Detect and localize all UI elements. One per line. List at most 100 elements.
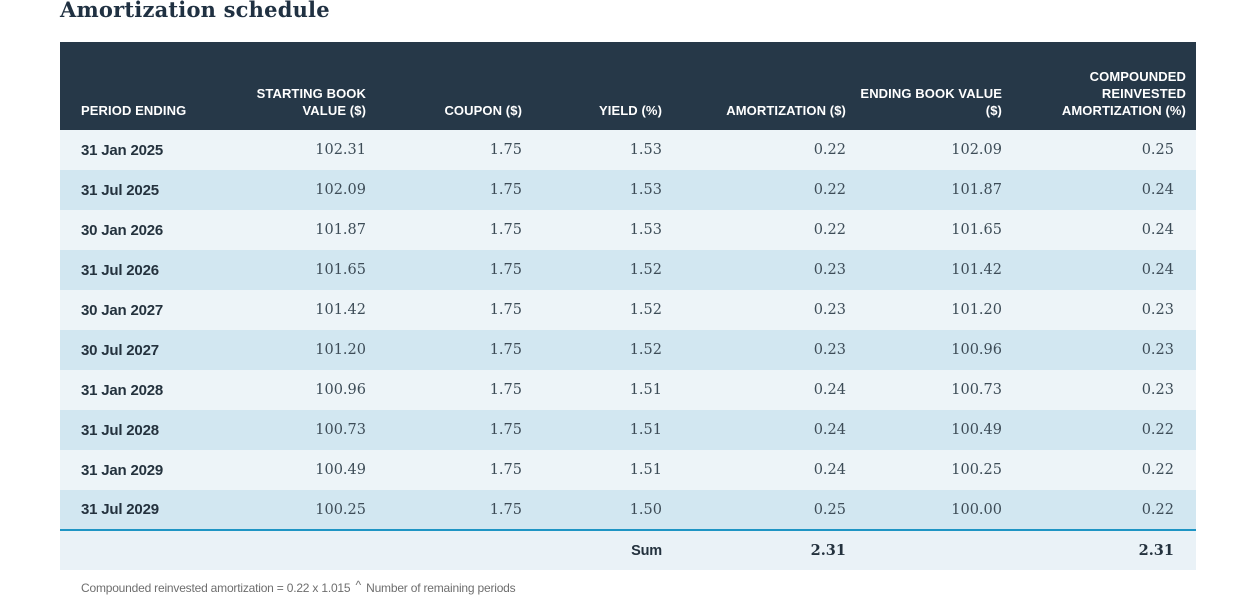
col-header-amortization: AMORTIZATION ($) (672, 42, 856, 130)
value-cell: 1.53 (532, 130, 672, 170)
value-cell: 0.24 (672, 410, 856, 450)
value-cell: 0.25 (1012, 130, 1196, 170)
value-cell: 0.23 (1012, 290, 1196, 330)
table-row: 31 Jul 2025 102.09 1.75 1.53 0.22 101.87 0.24 (60, 170, 1196, 210)
value-cell: 100.73 (856, 370, 1012, 410)
amortization-table-container: PERIOD ENDING STARTING BOOK VALUE ($) CO… (60, 42, 1196, 595)
col-header-ending-book-value: ENDING BOOK VALUE ($) (856, 42, 1012, 130)
period-ending-cell: 31 Jul 2028 (60, 410, 250, 450)
footnote: Compounded reinvested amortization = 0.2… (60, 578, 1196, 595)
table-row: 31 Jan 2028 100.96 1.75 1.51 0.24 100.73 0.23 (60, 370, 1196, 410)
period-ending-cell: 31 Jul 2029 (60, 490, 250, 531)
value-cell: 1.52 (532, 330, 672, 370)
value-cell: 101.65 (856, 210, 1012, 250)
value-cell: 1.51 (532, 410, 672, 450)
value-cell: 1.75 (376, 130, 532, 170)
period-ending-cell: 31 Jan 2029 (60, 450, 250, 490)
sum-compounded-total: 2.31 (1012, 530, 1196, 570)
table-row: 30 Jan 2026 101.87 1.75 1.53 0.22 101.65 0.24 (60, 210, 1196, 250)
col-header-period-ending: PERIOD ENDING (60, 42, 250, 130)
value-cell: 101.20 (250, 330, 376, 370)
col-header-coupon: COUPON ($) (376, 42, 532, 130)
value-cell: 1.52 (532, 250, 672, 290)
value-cell: 0.22 (1012, 490, 1196, 531)
value-cell: 1.75 (376, 250, 532, 290)
value-cell: 0.25 (672, 490, 856, 531)
value-cell: 100.00 (856, 490, 1012, 531)
value-cell: 1.75 (376, 450, 532, 490)
table-row: 30 Jul 2027 101.20 1.75 1.52 0.23 100.96 0.23 (60, 330, 1196, 370)
value-cell: 0.23 (672, 250, 856, 290)
period-ending-cell: 30 Jul 2027 (60, 330, 250, 370)
value-cell: 0.22 (672, 170, 856, 210)
value-cell: 1.75 (376, 290, 532, 330)
value-cell: 0.24 (672, 370, 856, 410)
period-ending-cell: 31 Jan 2025 (60, 130, 250, 170)
table-sum-row: Sum 2.31 2.31 (60, 530, 1196, 570)
value-cell: 100.25 (250, 490, 376, 531)
value-cell: 101.65 (250, 250, 376, 290)
value-cell: 1.51 (532, 450, 672, 490)
value-cell: 100.73 (250, 410, 376, 450)
table-header: PERIOD ENDING STARTING BOOK VALUE ($) CO… (60, 42, 1196, 130)
col-header-compounded-reinvested-amortization: COMPOUNDED REINVESTED AMORTIZATION (%) (1012, 42, 1196, 130)
table-body: 31 Jan 2025 102.31 1.75 1.53 0.22 102.09 0.25 3… (60, 130, 1196, 531)
value-cell: 0.23 (1012, 330, 1196, 370)
period-ending-cell: 30 Jan 2027 (60, 290, 250, 330)
value-cell: 0.23 (672, 290, 856, 330)
footnote-formula: Compounded reinvested amortization = 0.2… (81, 581, 351, 595)
sum-amortization-total: 2.31 (672, 530, 856, 570)
table-row: 31 Jul 2028 100.73 1.75 1.51 0.24 100.49 0.22 (60, 410, 1196, 450)
table-row: 31 Jul 2029 100.25 1.75 1.50 0.25 100.00 0.22 (60, 490, 1196, 531)
value-cell: 102.09 (856, 130, 1012, 170)
value-cell: 0.22 (1012, 410, 1196, 450)
value-cell: 0.22 (672, 210, 856, 250)
value-cell: 101.87 (856, 170, 1012, 210)
sum-empty-cell (60, 530, 250, 570)
period-ending-cell: 31 Jul 2025 (60, 170, 250, 210)
col-header-yield: YIELD (%) (532, 42, 672, 130)
sum-label: Sum (532, 530, 672, 570)
footnote-exponent-label: Number of remaining periods (366, 581, 516, 595)
value-cell: 101.42 (856, 250, 1012, 290)
value-cell: 1.50 (532, 490, 672, 531)
value-cell: 0.24 (1012, 170, 1196, 210)
value-cell: 102.31 (250, 130, 376, 170)
value-cell: 1.75 (376, 170, 532, 210)
sum-empty-cell (250, 530, 376, 570)
value-cell: 1.52 (532, 290, 672, 330)
table-row: 31 Jan 2025 102.31 1.75 1.53 0.22 102.09 0.25 (60, 130, 1196, 170)
value-cell: 1.51 (532, 370, 672, 410)
sum-empty-cell (376, 530, 532, 570)
col-header-starting-book-value: STARTING BOOK VALUE ($) (250, 42, 376, 130)
value-cell: 101.20 (856, 290, 1012, 330)
period-ending-cell: 31 Jul 2026 (60, 250, 250, 290)
value-cell: 100.25 (856, 450, 1012, 490)
value-cell: 1.75 (376, 370, 532, 410)
value-cell: 100.49 (250, 450, 376, 490)
value-cell: 0.23 (1012, 370, 1196, 410)
value-cell: 0.24 (1012, 250, 1196, 290)
table-row: 30 Jan 2027 101.42 1.75 1.52 0.23 101.20 0.23 (60, 290, 1196, 330)
page-title: Amortization schedule (60, 0, 330, 22)
caret-exponent-symbol: ^ (355, 578, 362, 592)
value-cell: 102.09 (250, 170, 376, 210)
value-cell: 100.96 (250, 370, 376, 410)
value-cell: 101.42 (250, 290, 376, 330)
value-cell: 100.96 (856, 330, 1012, 370)
value-cell: 101.87 (250, 210, 376, 250)
sum-empty-cell (856, 530, 1012, 570)
value-cell: 1.75 (376, 490, 532, 531)
table-row: 31 Jan 2029 100.49 1.75 1.51 0.24 100.25 0.22 (60, 450, 1196, 490)
value-cell: 0.22 (672, 130, 856, 170)
period-ending-cell: 31 Jan 2028 (60, 370, 250, 410)
value-cell: 0.22 (1012, 450, 1196, 490)
value-cell: 100.49 (856, 410, 1012, 450)
period-ending-cell: 30 Jan 2026 (60, 210, 250, 250)
value-cell: 1.75 (376, 410, 532, 450)
value-cell: 0.24 (1012, 210, 1196, 250)
amortization-table: PERIOD ENDING STARTING BOOK VALUE ($) CO… (60, 42, 1196, 570)
value-cell: 0.23 (672, 330, 856, 370)
table-row: 31 Jul 2026 101.65 1.75 1.52 0.23 101.42 0.24 (60, 250, 1196, 290)
value-cell: 1.53 (532, 170, 672, 210)
